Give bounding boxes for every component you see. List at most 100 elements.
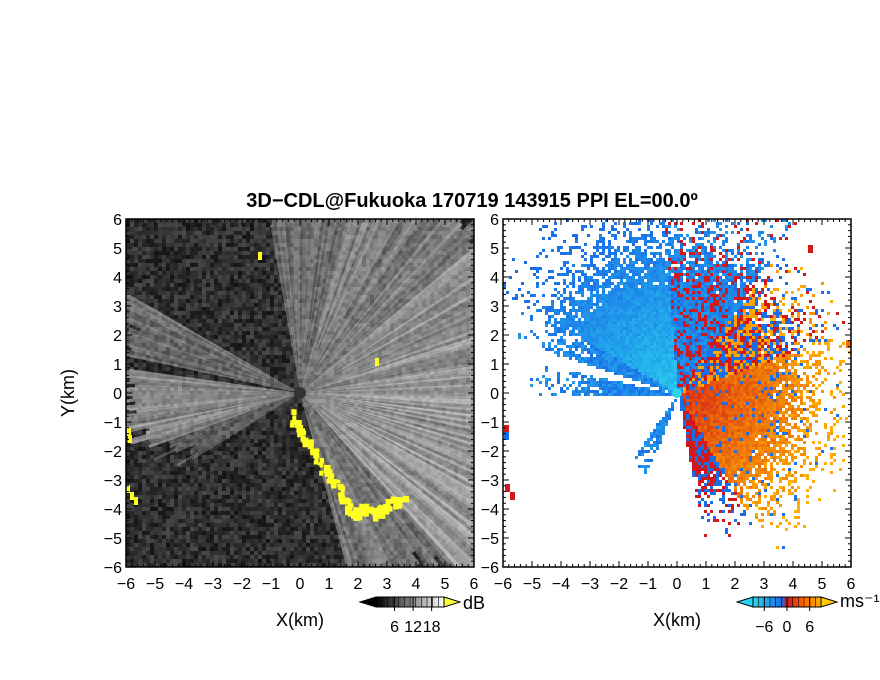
noise-cell xyxy=(354,239,358,243)
noise-cell xyxy=(174,395,178,399)
noise-cell xyxy=(238,235,242,239)
noise-cell xyxy=(382,355,386,359)
noise-cell xyxy=(270,391,274,395)
noise-cell xyxy=(318,363,322,367)
noise-cell xyxy=(470,311,474,315)
noise-cell xyxy=(250,359,254,363)
noise-cell xyxy=(326,359,330,363)
noise-cell xyxy=(390,231,394,235)
noise-cell xyxy=(430,219,434,223)
noise-cell xyxy=(202,387,206,391)
noise-cell xyxy=(154,351,158,355)
noise-cell xyxy=(242,435,246,439)
noise-cell xyxy=(394,279,398,283)
noise-cell xyxy=(174,291,178,295)
noise-cell xyxy=(294,323,298,327)
noise-cell xyxy=(338,303,342,307)
noise-cell xyxy=(246,351,250,355)
noise-cell xyxy=(274,263,278,267)
noise-cell xyxy=(314,259,318,263)
noise-cell xyxy=(410,379,414,383)
noise-cell xyxy=(410,403,414,407)
noise-cell xyxy=(270,279,274,283)
noise-cell xyxy=(254,263,258,267)
noise-cell xyxy=(242,239,246,243)
noise-cell xyxy=(250,335,254,339)
noise-cell xyxy=(374,235,378,239)
noise-cell xyxy=(150,315,154,319)
noise-cell xyxy=(174,447,178,451)
noise-cell xyxy=(150,443,154,447)
noise-cell xyxy=(366,415,370,419)
noise-cell xyxy=(130,447,134,451)
noise-cell xyxy=(350,295,354,299)
noise-cell xyxy=(266,371,270,375)
noise-cell xyxy=(454,391,458,395)
noise-cell xyxy=(258,403,262,407)
noise-cell xyxy=(238,231,242,235)
noise-cell xyxy=(270,219,274,223)
noise-cell xyxy=(154,431,158,435)
noise-cell xyxy=(410,223,414,227)
noise-cell xyxy=(234,263,238,267)
noise-cell xyxy=(434,359,438,363)
noise-cell xyxy=(410,335,414,339)
noise-cell xyxy=(178,395,182,399)
noise-cell xyxy=(470,315,474,319)
noise-cell xyxy=(254,259,258,263)
noise-cell xyxy=(374,315,378,319)
noise-cell xyxy=(346,223,350,227)
noise-cell xyxy=(202,383,206,387)
noise-cell xyxy=(186,439,190,443)
noise-cell xyxy=(254,383,258,387)
noise-cell xyxy=(446,407,450,411)
noise-cell xyxy=(174,435,178,439)
noise-cell xyxy=(138,383,142,387)
noise-cell xyxy=(310,259,314,263)
noise-cell xyxy=(470,227,474,231)
noise-cell xyxy=(342,359,346,363)
noise-cell xyxy=(130,355,134,359)
noise-cell xyxy=(194,435,198,439)
noise-cell xyxy=(202,447,206,451)
noise-cell xyxy=(134,219,138,223)
noise-cell xyxy=(242,351,246,355)
noise-cell xyxy=(146,267,150,271)
noise-cell xyxy=(258,243,262,247)
noise-cell xyxy=(190,407,194,411)
noise-cell xyxy=(222,263,226,267)
noise-cell xyxy=(422,307,426,311)
noise-cell xyxy=(254,335,258,339)
noise-cell xyxy=(270,407,274,411)
noise-cell xyxy=(290,235,294,239)
noise-cell xyxy=(206,435,210,439)
noise-cell xyxy=(422,267,426,271)
noise-cell xyxy=(446,359,450,363)
noise-cell xyxy=(130,315,134,319)
noise-cell xyxy=(290,359,294,363)
noise-cell xyxy=(338,227,342,231)
noise-cell xyxy=(178,227,182,231)
noise-cell xyxy=(214,299,218,303)
noise-cell xyxy=(326,347,330,351)
noise-cell xyxy=(186,263,190,267)
noise-cell xyxy=(274,295,278,299)
noise-cell xyxy=(302,227,306,231)
noise-cell xyxy=(322,431,326,435)
noise-cell xyxy=(178,275,182,279)
noise-cell xyxy=(218,395,222,399)
noise-cell xyxy=(242,267,246,271)
noise-cell xyxy=(138,395,142,399)
noise-cell xyxy=(354,315,358,319)
noise-cell xyxy=(210,439,214,443)
noise-cell xyxy=(218,391,222,395)
noise-cell xyxy=(438,331,442,335)
noise-cell xyxy=(158,291,162,295)
noise-cell xyxy=(166,299,170,303)
noise-cell xyxy=(238,331,242,335)
noise-cell xyxy=(338,363,342,367)
noise-cell xyxy=(442,239,446,243)
noise-cell xyxy=(134,447,138,451)
noise-cell xyxy=(274,419,278,423)
noise-cell xyxy=(234,315,238,319)
